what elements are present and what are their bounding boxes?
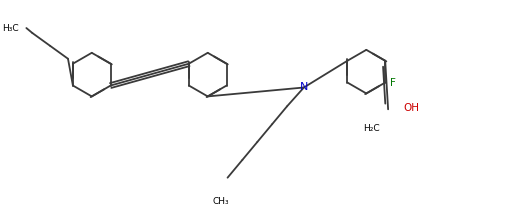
Text: H₂C: H₂C <box>363 124 379 133</box>
Text: F: F <box>390 78 396 88</box>
Text: CH₃: CH₃ <box>212 197 229 206</box>
Text: H₃C: H₃C <box>2 24 18 32</box>
Text: OH: OH <box>403 103 419 113</box>
Text: N: N <box>300 83 308 93</box>
